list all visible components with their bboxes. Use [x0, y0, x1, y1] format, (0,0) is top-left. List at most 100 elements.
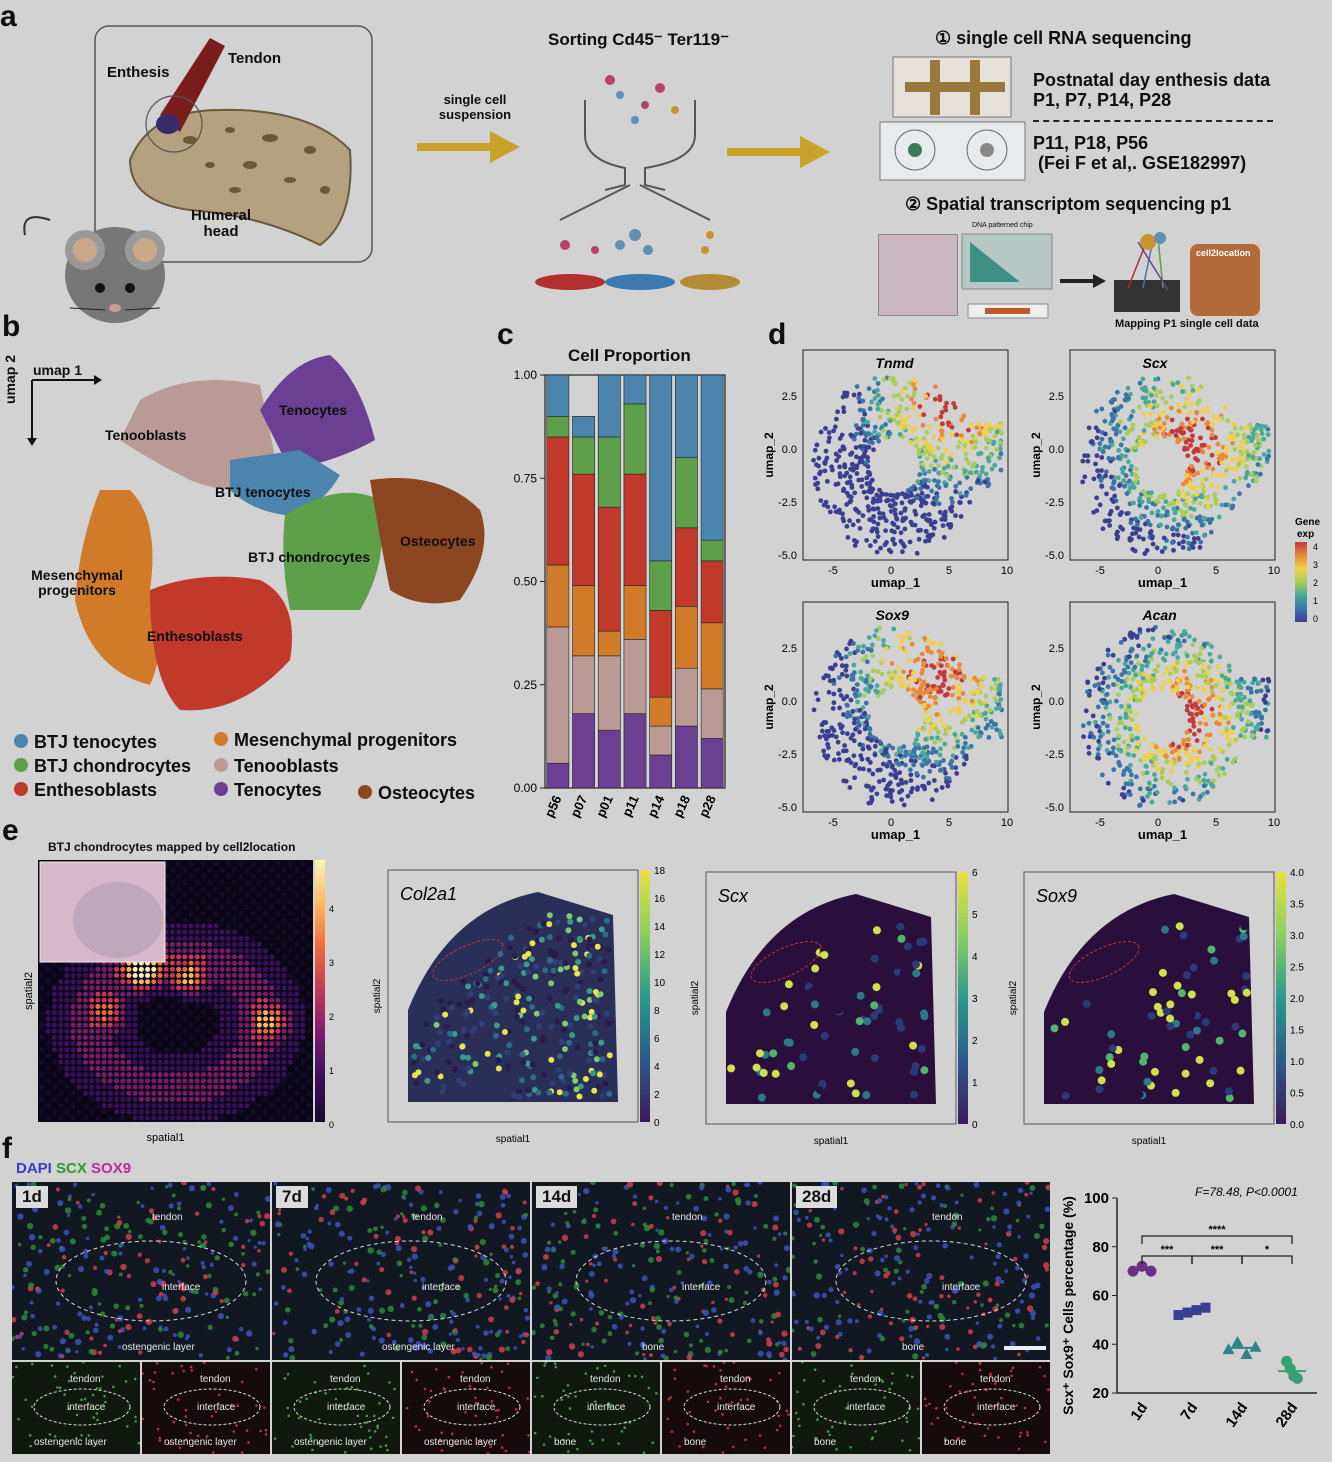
spot — [163, 1047, 169, 1053]
y-tick-label: -2.5 — [778, 497, 797, 509]
cell-nucleus — [123, 1222, 130, 1229]
umap-cell-point — [998, 467, 1004, 473]
cell-nucleus — [258, 1287, 262, 1292]
umap-cell-point — [1118, 639, 1124, 645]
spot — [163, 1109, 169, 1115]
umap-cell-point — [1210, 472, 1216, 478]
umap-cell-point — [1124, 430, 1130, 436]
umap-cell-point — [897, 645, 903, 651]
umap-cell-point — [842, 464, 848, 469]
bar-segment — [623, 713, 647, 789]
umap-cell-point — [914, 737, 919, 743]
y-tick-label: 0.00 — [514, 781, 538, 795]
umap-cell-point — [1132, 693, 1138, 699]
spot — [194, 954, 200, 960]
spot — [207, 1115, 213, 1121]
umap-cell-point — [848, 760, 854, 766]
spot — [231, 917, 237, 923]
cell-nucleus — [202, 1274, 208, 1280]
spot — [244, 997, 250, 1003]
umap-cell-point — [1161, 671, 1167, 677]
spot — [575, 958, 582, 965]
spot — [163, 1010, 169, 1016]
spot — [411, 1053, 418, 1060]
spot — [523, 1026, 530, 1033]
spot — [244, 1115, 250, 1121]
cell-nucleus — [100, 1236, 107, 1243]
cell-nucleus — [137, 1252, 142, 1257]
umap-cell-point — [1173, 747, 1179, 753]
umap-cell-point — [923, 710, 928, 716]
cell-nucleus — [26, 1182, 31, 1187]
umap-cell-point — [923, 528, 929, 534]
spot — [145, 1065, 151, 1071]
spot — [294, 1053, 300, 1059]
spot — [132, 1053, 138, 1059]
umap-cell-point — [923, 538, 928, 544]
umap-cell-point — [871, 496, 877, 502]
umap-cell-point — [1133, 466, 1139, 472]
umap-cell-point — [839, 432, 845, 438]
humeral-head-label: Humeral head — [190, 207, 252, 240]
spot — [82, 1016, 88, 1022]
spot — [581, 921, 588, 928]
spot — [82, 1115, 88, 1121]
umap-cell-point — [982, 479, 988, 485]
umap-cell-point — [897, 752, 903, 758]
cell-nucleus — [205, 1202, 212, 1209]
umap-cell-point — [918, 486, 924, 491]
spot — [138, 997, 144, 1003]
umap-cell-point — [1100, 526, 1106, 532]
spot — [846, 1079, 855, 1088]
spot — [263, 1078, 269, 1084]
spot — [501, 1028, 508, 1035]
spot — [306, 929, 312, 935]
spot — [176, 1109, 182, 1115]
umap-cell-point — [848, 638, 854, 644]
spot — [263, 1016, 269, 1022]
umap-cell-point — [881, 642, 887, 648]
spot — [169, 1028, 175, 1034]
umap-cell-point — [912, 677, 918, 683]
chart-title: Cell Proportion — [568, 346, 691, 365]
umap-cell-point — [873, 628, 879, 633]
cell-nucleus — [153, 1267, 160, 1274]
spot — [524, 1060, 531, 1067]
spot — [256, 1028, 262, 1034]
umap-cell-point — [843, 667, 849, 673]
umap-cell-point — [910, 405, 916, 411]
umap-cell-point — [895, 392, 901, 398]
umap-cell-point — [889, 661, 895, 666]
umap-cell-point — [822, 461, 828, 466]
spot — [107, 1072, 113, 1078]
umap-cell-point — [1184, 707, 1190, 713]
spot — [70, 1047, 76, 1053]
spot — [225, 1022, 231, 1028]
umap-cell-point — [920, 750, 925, 756]
umap-cell-point — [865, 419, 871, 425]
spot — [596, 1071, 603, 1078]
umap-cell-point — [852, 775, 857, 781]
umap-cell-point — [1189, 703, 1195, 709]
spot — [741, 1054, 750, 1063]
umap-cell-point — [1149, 490, 1154, 496]
spot — [120, 1109, 126, 1115]
umap-cell-point — [934, 494, 940, 500]
umap-cell-point — [911, 377, 917, 383]
spot — [64, 997, 70, 1003]
colorbar-tick: 3.5 — [1290, 900, 1304, 911]
spot — [182, 1003, 188, 1009]
umap-cell-point — [862, 437, 868, 443]
umap-cell-point — [1226, 663, 1232, 669]
umap-cell-point — [884, 646, 890, 652]
spot — [163, 1115, 169, 1121]
umap-cell-point — [959, 437, 965, 443]
spot — [300, 898, 306, 904]
umap-cell-point — [1091, 734, 1097, 740]
umap-cell-point — [854, 384, 860, 389]
x-axis-label: umap_1 — [871, 575, 920, 590]
spot — [597, 991, 604, 998]
dapi-label: DAPI — [16, 1160, 52, 1177]
umap-cell-point — [1250, 733, 1256, 739]
